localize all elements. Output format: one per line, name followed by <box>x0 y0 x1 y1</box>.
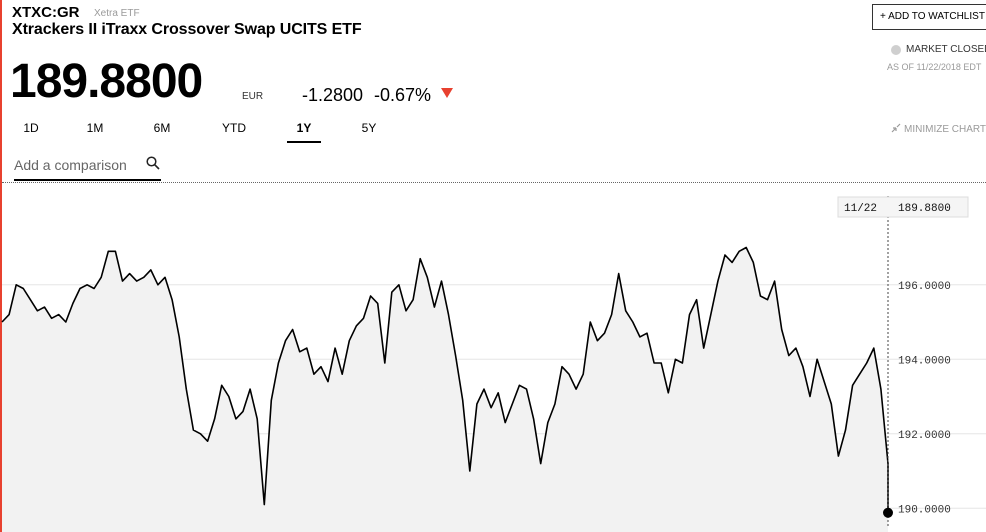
as-of-timestamp: AS OF 11/22/2018 EDT <box>887 62 982 72</box>
price-chart: 11/22 189.8800 196.0000194.0000192.00001… <box>1 196 986 532</box>
market-status: MARKET CLOSED <box>906 44 986 55</box>
price-line <box>1 246 889 513</box>
search-icon[interactable] <box>146 156 160 170</box>
y-tick-label: 196.0000 <box>898 281 951 293</box>
y-axis-ticks: 196.0000 194.0000 192.0000 190.0000 <box>898 281 951 517</box>
tooltip-value: 189.8800 <box>898 203 951 215</box>
tab-1m[interactable]: 1M <box>86 121 104 135</box>
y-tick-label: 192.0000 <box>898 430 951 442</box>
comparison-search <box>14 152 161 181</box>
minimize-chart-button[interactable]: MINIMIZE CHART <box>891 123 986 135</box>
fund-name: Xtrackers II iTraxx Crossover Swap UCITS… <box>12 21 362 38</box>
price-change: -1.2800 <box>302 85 364 105</box>
down-arrow-icon <box>441 88 453 98</box>
y-tick-label: 194.0000 <box>898 355 951 367</box>
ticker-symbol: XTXC:GR <box>12 4 80 21</box>
last-price: 189.8800 <box>10 55 203 108</box>
tab-5y[interactable]: 5Y <box>361 121 377 135</box>
add-to-watchlist-button[interactable]: + ADD TO WATCHLIST <box>872 4 986 30</box>
y-tick-label: 190.0000 <box>898 504 951 516</box>
tab-1d[interactable]: 1D <box>23 121 39 135</box>
currency-label: EUR <box>242 91 264 102</box>
minimize-chart-label: MINIMIZE CHART <box>904 124 986 135</box>
tab-ytd[interactable]: YTD <box>222 121 246 135</box>
last-point-marker <box>883 507 893 518</box>
minimize-icon <box>891 123 901 133</box>
tab-6m[interactable]: 6M <box>153 121 171 135</box>
chart-tooltip: 11/22 189.8800 <box>837 196 969 218</box>
market-status-dot-icon <box>891 45 901 55</box>
header-divider <box>2 182 986 183</box>
exchange-label: Xetra ETF <box>94 8 140 19</box>
tooltip-date: 11/22 <box>844 203 877 215</box>
price-area <box>2 247 888 532</box>
add-comparison-input[interactable] <box>14 155 139 175</box>
price-change-percent: -0.67% <box>374 85 432 105</box>
tab-1y[interactable]: 1Y <box>287 121 321 143</box>
tooltip-background <box>837 196 969 218</box>
accent-edge <box>0 0 2 532</box>
